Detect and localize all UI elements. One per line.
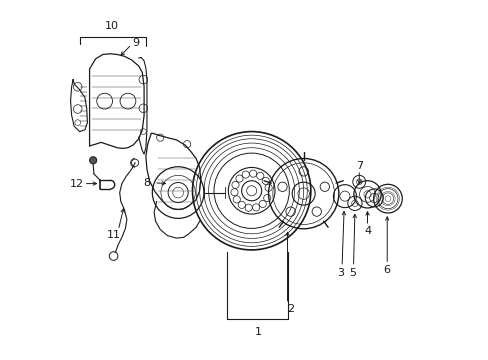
Text: 12: 12 (69, 179, 83, 189)
Text: 10: 10 (104, 21, 119, 31)
Circle shape (89, 157, 97, 164)
Text: 5: 5 (348, 268, 356, 278)
Text: 9: 9 (132, 38, 139, 48)
Text: 4: 4 (364, 226, 371, 236)
Text: 8: 8 (143, 178, 150, 188)
Text: 3: 3 (336, 268, 344, 278)
Text: 1: 1 (254, 327, 261, 337)
Text: 2: 2 (287, 304, 294, 314)
Text: 7: 7 (355, 161, 362, 171)
Text: 6: 6 (383, 265, 390, 275)
Text: 11: 11 (106, 230, 121, 239)
